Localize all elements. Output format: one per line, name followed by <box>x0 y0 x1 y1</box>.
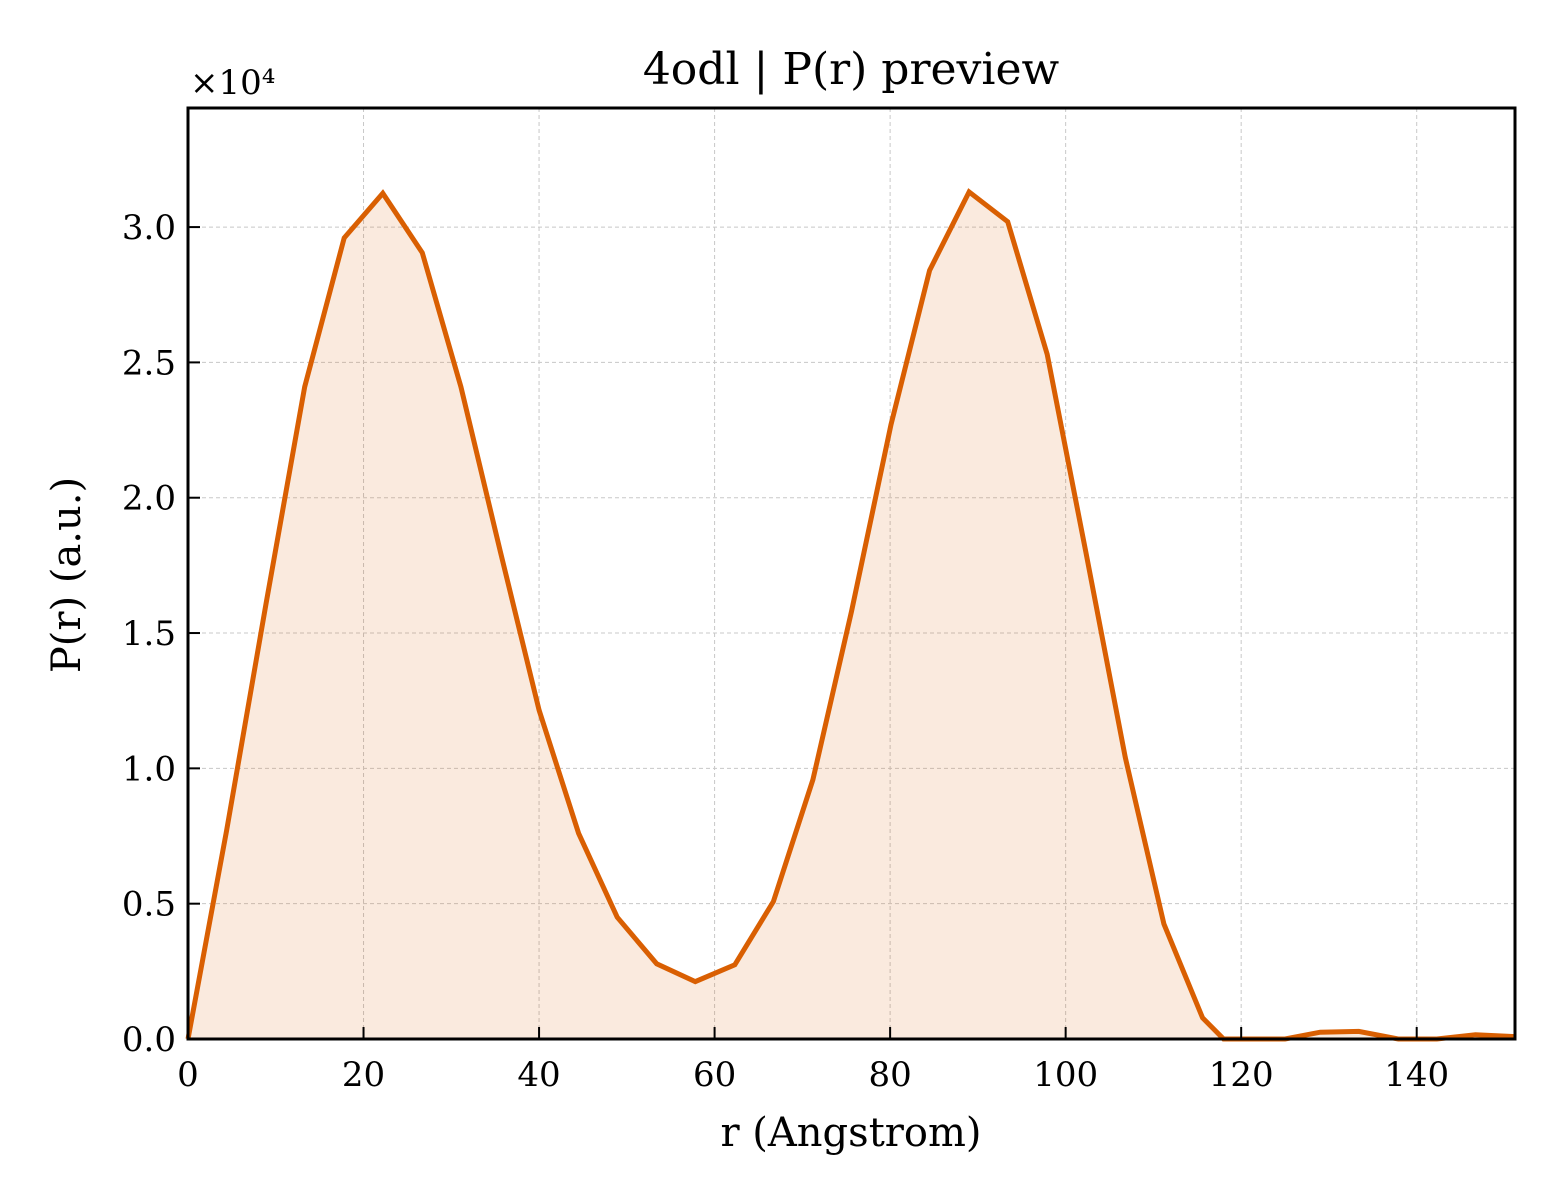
plot-frame <box>186 106 1517 1041</box>
x-axis-label: r (Angstrom) <box>720 1110 981 1156</box>
chart-title: 4odl | P(r) preview <box>643 44 1060 95</box>
x-tick-label: 120 <box>1209 1055 1274 1095</box>
x-tick-label: 140 <box>1384 1055 1449 1095</box>
x-tick-label: 80 <box>868 1055 911 1095</box>
y-axis-multiplier: ×10⁴ <box>190 63 275 103</box>
x-tick-label: 40 <box>517 1055 560 1095</box>
y-tick-label: 0.0 <box>122 1020 176 1060</box>
y-tick-label: 0.5 <box>122 885 176 925</box>
y-tick-label: 1.0 <box>122 749 176 789</box>
x-tick-label: 100 <box>1033 1055 1098 1095</box>
y-tick-label: 2.5 <box>122 343 176 383</box>
x-tick-label: 0 <box>177 1055 199 1095</box>
ticks-layer: 0 20 40 60 80 100 120 140 0.0 0.5 1.0 1.5 2.0 2.5 3.0 <box>122 208 1449 1095</box>
y-tick-label: 1.5 <box>122 614 176 654</box>
x-tick-label: 60 <box>693 1055 736 1095</box>
y-tick-label: 3.0 <box>122 208 176 248</box>
y-tick-label: 2.0 <box>122 479 176 519</box>
x-tick-label: 20 <box>342 1055 385 1095</box>
grid-layer <box>187 108 1515 1039</box>
y-axis-label: P(r) (a.u.) <box>44 477 90 673</box>
